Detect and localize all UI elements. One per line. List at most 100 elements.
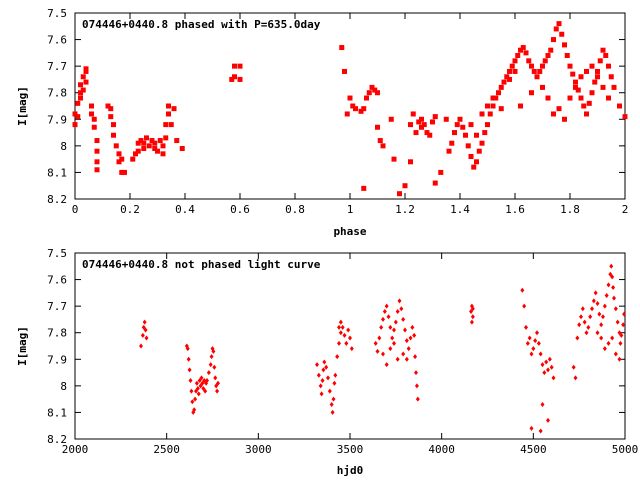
data-point [94, 148, 100, 154]
data-point [468, 122, 474, 128]
data-point [538, 428, 543, 434]
phased-y-tick: 7.6 [47, 34, 625, 47]
data-point [135, 140, 141, 146]
unphased-x-tick-label: 3000 [245, 443, 272, 456]
data-point [529, 351, 534, 357]
data-point [375, 124, 380, 130]
data-point [432, 180, 438, 186]
data-point [622, 311, 627, 317]
data-point [496, 90, 501, 96]
data-point [189, 388, 194, 394]
phased-points [72, 21, 628, 197]
data-point [377, 335, 382, 341]
phased-x-tick: 1 [347, 13, 354, 216]
data-point [573, 375, 578, 381]
data-point [384, 303, 389, 309]
phased-y-tick: 7.9 [47, 113, 625, 126]
data-point [348, 335, 352, 341]
data-point [344, 340, 349, 346]
phased-x-tick-label: 1.8 [560, 203, 580, 216]
unphased-x-tick-label: 2000 [62, 443, 89, 456]
data-point [533, 338, 538, 344]
phased-y-tick-label: 7.5 [47, 7, 67, 20]
data-point [138, 138, 144, 144]
data-point [575, 335, 580, 341]
data-point [617, 356, 622, 362]
data-point [559, 31, 565, 37]
data-point [163, 122, 169, 128]
data-point [315, 362, 319, 368]
data-point [94, 167, 100, 173]
unphased-y-tick-label: 7.6 [47, 274, 67, 287]
data-point [449, 140, 455, 146]
data-point [75, 114, 81, 120]
data-point [105, 103, 111, 109]
data-point [196, 391, 201, 397]
phased-x-tick: 1.8 [560, 13, 580, 216]
data-point [540, 362, 545, 368]
phased-y-tick-label: 8 [60, 140, 67, 153]
phased-x-tick: 2 [622, 13, 628, 216]
data-point [152, 140, 158, 146]
data-point [419, 124, 424, 130]
data-point [469, 319, 474, 325]
data-point [582, 319, 587, 325]
data-point [72, 111, 78, 117]
data-point [538, 351, 543, 357]
data-point [395, 356, 400, 362]
unphased-y-tick-label: 7.8 [47, 327, 67, 340]
data-point [540, 63, 545, 69]
data-point [523, 50, 529, 56]
data-point [599, 335, 604, 341]
data-point [108, 106, 114, 112]
data-point [564, 53, 570, 59]
data-point [562, 116, 567, 122]
data-point [337, 324, 341, 330]
data-point [399, 306, 404, 312]
data-point [606, 340, 611, 346]
data-point [414, 370, 418, 376]
data-point [188, 378, 193, 384]
unphased-y-tick-label: 7.7 [47, 300, 67, 313]
data-point [567, 95, 573, 101]
data-point [384, 362, 389, 368]
data-point [485, 103, 490, 109]
phased-x-tick-label: 0.2 [120, 203, 140, 216]
data-point [482, 130, 488, 136]
data-point [75, 100, 81, 106]
data-point [487, 111, 493, 117]
data-point [586, 324, 591, 330]
data-point [599, 322, 604, 328]
data-point [427, 132, 433, 138]
data-point [590, 306, 594, 312]
data-point [412, 332, 417, 338]
data-point [602, 303, 607, 309]
data-point [369, 84, 375, 90]
data-point [375, 348, 380, 354]
data-point [595, 74, 600, 80]
data-point [89, 111, 94, 117]
phased-x-tick-label: 1 [347, 203, 354, 216]
data-point [604, 293, 609, 299]
phased-y-tick: 8.1 [47, 166, 625, 179]
data-point [537, 68, 543, 74]
data-point [193, 396, 198, 402]
data-point [78, 95, 83, 101]
phased-y-axis-label: I[mag] [16, 86, 29, 126]
data-point [611, 285, 616, 291]
data-point [342, 332, 347, 338]
data-point [577, 322, 582, 328]
data-point [344, 111, 350, 117]
data-point [375, 90, 380, 96]
data-point [490, 103, 496, 109]
data-point [232, 74, 237, 80]
data-point [611, 84, 617, 90]
data-point [584, 111, 589, 117]
data-point [443, 116, 449, 122]
phased-x-tick-label: 1.4 [450, 203, 470, 216]
data-point [592, 79, 598, 85]
data-point [174, 138, 180, 144]
phased-x-tick: 1.2 [395, 13, 415, 216]
data-point [141, 140, 147, 146]
data-point [78, 82, 83, 88]
